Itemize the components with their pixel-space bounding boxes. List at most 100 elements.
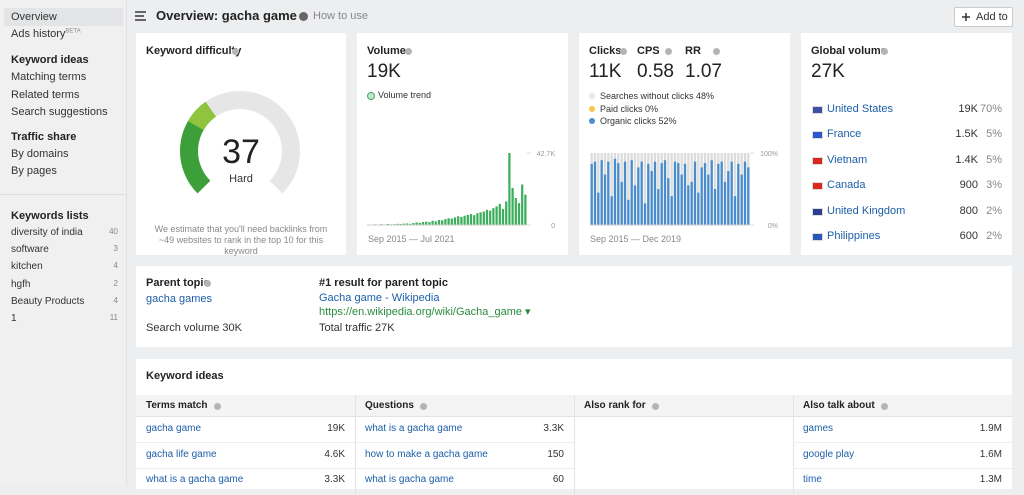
country-volume: 19K [958,103,978,115]
keyword-link[interactable]: gacha life game [146,449,217,460]
country-name[interactable]: Canada [827,179,866,191]
list-name[interactable]: Beauty Products [11,296,84,307]
bar [644,203,646,225]
how-to-use[interactable]: How to use [313,10,368,22]
country-name[interactable]: France [827,128,861,140]
legend-label: Paid clicks 0% [600,104,658,114]
bar [627,200,629,225]
parent-topic-link[interactable]: gacha games [146,293,212,305]
bar [515,198,517,225]
nav-ads-history[interactable]: Ads historyBETA [11,28,81,40]
nav-item[interactable]: By pages [11,165,57,177]
bar [454,217,456,225]
keyword-link[interactable]: what is a gacha game [146,474,243,485]
button-label: Add to [976,11,1008,23]
result-link[interactable]: Gacha game - Wikipedia [319,292,439,304]
list-name[interactable]: kitchen [11,261,43,272]
nav-item[interactable]: By domains [11,148,68,160]
bar [617,163,619,225]
divider [0,194,126,195]
list-name[interactable]: diversity of india [11,227,83,238]
card-title: Volume [367,45,406,57]
legend-swatch [589,106,595,112]
keyword-link[interactable]: gacha game [146,423,201,434]
bar [631,160,633,225]
column-separator [574,395,575,495]
legend-swatch [589,118,595,124]
nav-overview[interactable]: Overview [11,11,57,23]
help-icon [881,48,888,55]
bar [521,185,523,225]
bar [467,215,469,225]
row-separator [355,442,574,443]
clicks-chart: 100%0% [590,148,785,228]
bar [451,219,453,225]
keyword-link[interactable]: what is gacha game [365,474,454,485]
bar [704,163,706,225]
section-heading: Keyword ideas [11,54,89,66]
flag-icon [812,131,823,139]
bar [591,164,593,225]
country-volume: 1.4K [955,154,978,166]
tick-label: 42.7K [537,151,556,158]
bar [747,167,749,225]
country-volume: 900 [960,179,978,191]
country-share: 2% [986,205,1002,217]
keyword-link[interactable]: games [803,423,833,434]
country-name[interactable]: Vietnam [827,154,867,166]
plus-icon [962,13,970,21]
bar [737,164,739,225]
country-name[interactable]: United States [827,103,893,115]
bar [694,162,696,225]
bar [677,163,679,225]
list-name[interactable]: software [11,244,49,255]
flag-icon [812,233,823,241]
help-icon [204,280,211,287]
country-share: 70% [980,103,1002,115]
search-volume: Search volume 30K [146,322,242,334]
card-title: Parent topic [146,277,210,289]
nav-label: Ads history [11,28,65,40]
bar [654,162,656,225]
list-name[interactable]: hgfh [11,279,30,290]
help-icon [299,12,308,21]
bar [621,182,623,225]
bar [518,203,520,225]
bar [657,189,659,225]
country-name[interactable]: Philippines [827,230,880,242]
country-name[interactable]: United Kingdom [827,205,905,217]
bar [701,167,703,225]
menu-icon[interactable] [135,10,147,22]
nav-item[interactable]: Matching terms [11,71,86,83]
flag-icon [812,208,823,216]
help-icon [214,403,221,410]
result-url[interactable]: https://en.wikipedia.org/wiki/Gacha_game… [319,305,531,318]
bar [457,216,459,225]
keyword-volume: 1.3M [902,474,1002,485]
keyword-link[interactable]: google play [803,449,854,460]
list-count: 3 [114,244,118,253]
column-separator [793,395,794,495]
page-title: Overview: gacha game [156,8,297,23]
nav-item[interactable]: Search suggestions [11,106,108,118]
row-separator [136,468,355,469]
bar [604,175,606,225]
keyword-volume: 3.3K [464,423,564,434]
country-share: 5% [986,128,1002,140]
page: { "sidebar": { "overview": "Overview", "… [0,0,1024,485]
column-heading: Terms match [146,400,208,411]
bar [714,189,716,225]
keyword-link[interactable]: what is a gacha game [365,423,462,434]
keyword-volume: 150 [464,449,564,460]
list-name[interactable]: 1 [11,313,17,324]
column-heading: Questions [365,400,414,411]
add-to-button[interactable]: Add to [954,7,1013,27]
bar [444,219,446,225]
section-heading: Keywords lists [11,210,89,222]
list-count: 40 [109,227,118,236]
bar [502,209,504,225]
country-volume: 600 [960,230,978,242]
keyword-link[interactable]: time [803,474,822,485]
volume-value: 19K [367,61,401,83]
nav-item[interactable]: Related terms [11,89,79,101]
